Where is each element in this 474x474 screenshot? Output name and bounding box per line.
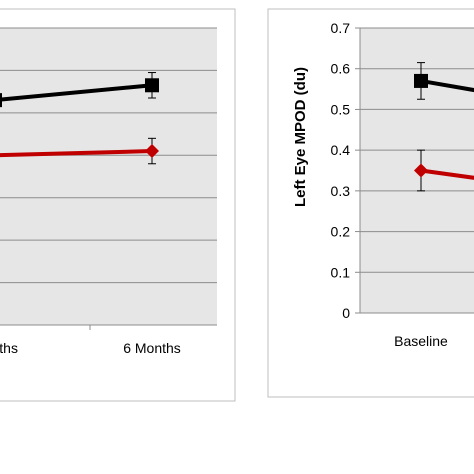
right-series	[414, 62, 474, 192]
y-tick-label: 0	[342, 305, 350, 321]
y-tick-label: 0.3	[331, 183, 351, 199]
left-gridlines	[0, 27, 217, 284]
y-tick-label: 0.1	[331, 264, 351, 280]
data-point-square	[0, 93, 2, 108]
y-tick-label: 0.4	[331, 142, 351, 158]
x-tick-label: 6 Months	[123, 340, 181, 356]
y-tick-label: 0.7	[331, 20, 351, 36]
series-line	[420, 78, 474, 93]
right-y-axis-title: Left Eye MPOD (du)	[292, 67, 309, 207]
right-y-ticks: 0 0.1 0.2 0.3 0.4 0.5 0.6 0.7	[331, 20, 360, 321]
y-tick-label: 0.6	[331, 61, 351, 77]
right-chart: 0 0.1 0.2 0.3 0.4 0.5 0.6 0.7 Baseline Left Eye…	[267, 8, 474, 398]
y-tick-label: 0.2	[331, 224, 351, 240]
right-x-ticks: Baseline	[394, 333, 448, 349]
x-tick-label: Baseline	[394, 333, 448, 349]
data-point-diamond	[414, 163, 428, 178]
left-chart: Months 6 Months	[0, 8, 236, 402]
left-series	[0, 72, 159, 165]
data-point-square	[414, 73, 428, 88]
y-tick-label: 0.5	[331, 101, 351, 117]
data-point-diamond	[0, 153, 2, 158]
data-point-diamond	[145, 144, 159, 159]
series-line	[0, 149, 153, 158]
left-plot-area	[0, 28, 217, 325]
data-point-square	[145, 78, 159, 93]
left-x-ticks: Months 6 Months	[0, 325, 181, 356]
x-tick-label: Months	[0, 340, 18, 356]
series-line	[420, 168, 474, 180]
series-line	[0, 83, 153, 102]
